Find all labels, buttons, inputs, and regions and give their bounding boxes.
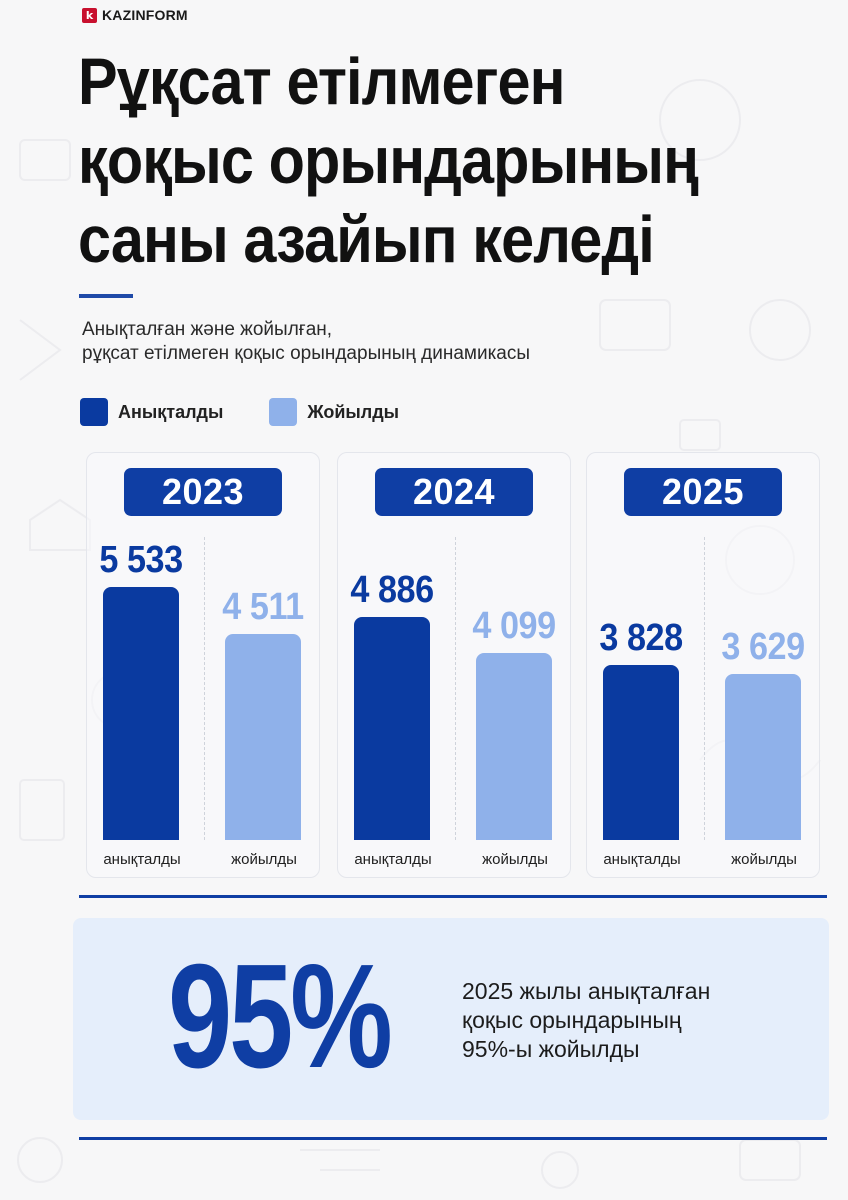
year-badge-2024: 2024	[375, 468, 533, 516]
headline: Рұқсат етілмеген қоқыс орындарының саны …	[78, 42, 744, 279]
legend-item-found: Анықталды	[80, 398, 223, 426]
bar-removed-2025	[725, 674, 801, 840]
legend-label-found: Анықталды	[118, 401, 224, 422]
kazinform-logo-icon: k	[82, 7, 97, 23]
bar-removed-2023	[225, 634, 301, 840]
highlight-note-line-1: 2025 жылы анықталған	[462, 978, 711, 1004]
headline-line-2: қоқыс орындарының	[78, 123, 699, 197]
legend-swatch-removed	[269, 398, 298, 426]
bottom-rule	[79, 1137, 827, 1140]
legend-swatch-found	[80, 398, 108, 426]
legend-item-removed: Жойылды	[269, 398, 399, 426]
chart-legend: Анықталды Жойылды	[80, 398, 399, 426]
bar-value-found-2025: 3 828	[599, 617, 683, 659]
brand-name: KAZINFORM	[102, 7, 188, 23]
headline-line-1: Рұқсат етілмеген	[78, 44, 565, 118]
bar-value-found-2024: 4 886	[350, 569, 434, 611]
brand-logo: k KAZINFORM	[82, 7, 188, 23]
bar-axis-label-removed: жойылды	[482, 851, 548, 868]
panel-divider	[204, 537, 205, 840]
bar-axis-label-found: анықталды	[354, 851, 432, 868]
bar-found-2023	[103, 587, 179, 840]
bar-value-removed-2024: 4 099	[472, 605, 556, 647]
top-rule	[79, 895, 827, 898]
bar-value-found-2023: 5 533	[99, 539, 183, 581]
bar-axis-label-removed: жойылды	[231, 851, 297, 868]
accent-divider	[79, 294, 133, 298]
bar-value-removed-2025: 3 629	[721, 626, 805, 668]
highlight-box	[73, 918, 829, 1120]
highlight-percent: 95%	[168, 934, 393, 1099]
subtitle-line-1: Анықталған және жойылған,	[82, 319, 333, 340]
bar-found-2025	[603, 665, 679, 840]
bar-found-2024	[354, 617, 430, 840]
chart-subtitle: Анықталған және жойылған, рұқсат етілмег…	[82, 318, 682, 366]
panel-divider	[455, 537, 456, 840]
highlight-note: 2025 жылы анықталған қоқыс орындарының 9…	[462, 977, 822, 1064]
bar-value-removed-2023: 4 511	[222, 586, 304, 628]
bar-axis-label-removed: жойылды	[731, 851, 797, 868]
headline-line-3: саны азайып келеді	[78, 202, 655, 276]
legend-label-removed: Жойылды	[307, 401, 400, 422]
highlight-note-line-2: қоқыс орындарының	[462, 1007, 682, 1033]
bar-axis-label-found: анықталды	[603, 851, 681, 868]
highlight-note-line-3: 95%-ы жойылды	[462, 1036, 640, 1062]
subtitle-line-2: рұқсат етілмеген қоқыс орындарының динам…	[82, 343, 531, 364]
bar-axis-label-found: анықталды	[103, 851, 181, 868]
panel-divider	[704, 537, 705, 840]
year-badge-2023: 2023	[124, 468, 282, 516]
bar-removed-2024	[476, 653, 552, 840]
year-badge-2025: 2025	[624, 468, 782, 516]
